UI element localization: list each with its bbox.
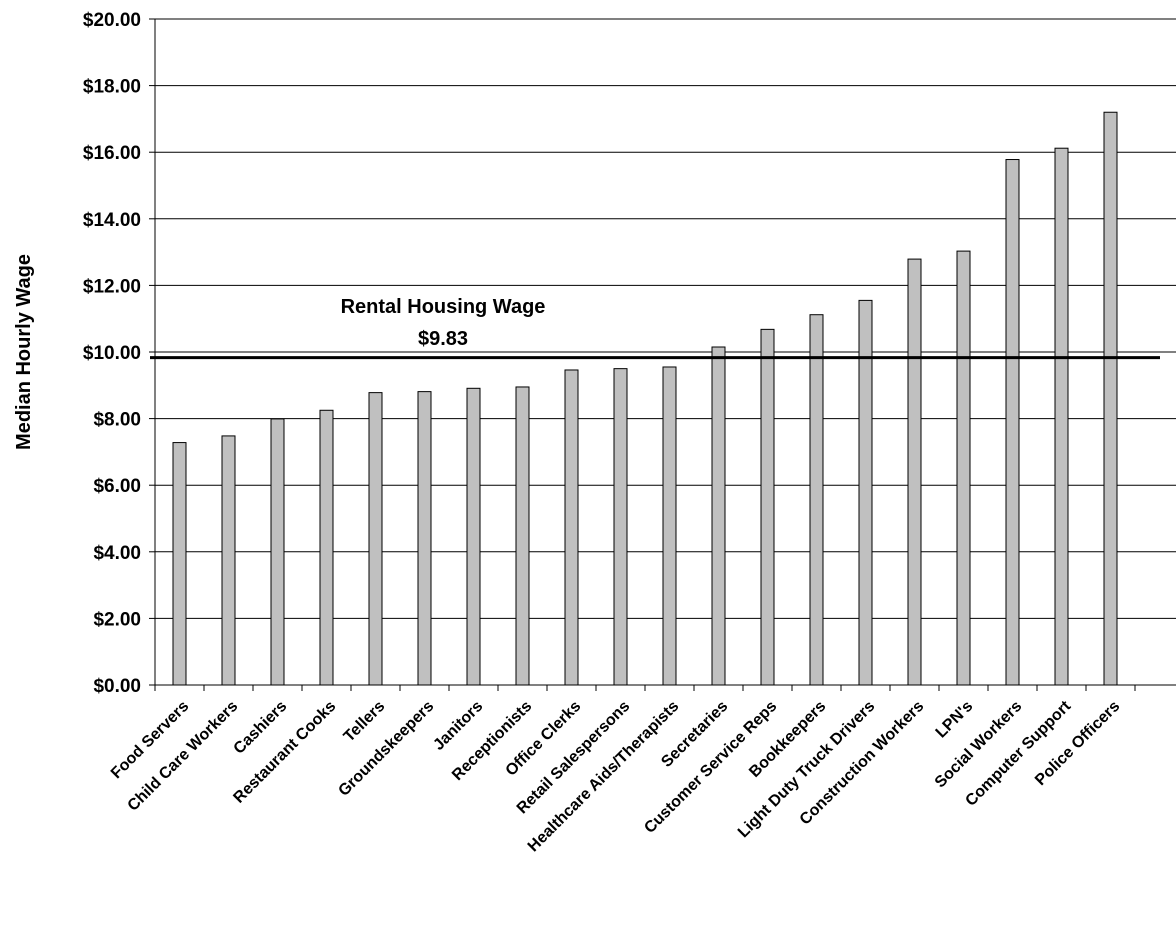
- bar: [858, 299, 873, 686]
- bar: [466, 387, 481, 686]
- x-tick-label: Police Officers: [1032, 698, 1123, 789]
- bar: [1103, 111, 1118, 686]
- bar: [760, 328, 775, 686]
- bar: [1005, 159, 1020, 686]
- y-tick-label: $14.00: [83, 210, 141, 231]
- y-tick-label: $4.00: [93, 543, 141, 564]
- bar: [221, 435, 236, 686]
- bar: [809, 314, 824, 686]
- bar: [662, 366, 677, 686]
- y-tick-label: $12.00: [83, 276, 141, 297]
- bar: [172, 442, 187, 686]
- bar: [319, 409, 334, 686]
- reference-value-label: $9.83: [418, 328, 468, 350]
- bar: [1054, 147, 1069, 686]
- x-tick-label: Groundskeepers: [335, 698, 437, 800]
- y-tick-label: $8.00: [93, 410, 141, 431]
- bar: [270, 418, 285, 686]
- bar: [711, 346, 726, 686]
- y-tick-label: $10.00: [83, 343, 141, 364]
- reference-label: Rental Housing Wage: [341, 296, 546, 318]
- bar: [907, 258, 922, 686]
- y-tick-label: $6.00: [93, 476, 141, 497]
- x-tick-label: Tellers: [341, 698, 389, 746]
- y-tick-label: $2.00: [93, 609, 141, 630]
- y-tick-label: $20.00: [83, 10, 141, 31]
- x-tick-label: LPN's: [933, 698, 977, 742]
- y-tick-label: $16.00: [83, 143, 141, 164]
- bar: [564, 369, 579, 686]
- y-axis-title: Median Hourly Wage: [13, 254, 35, 450]
- bar: [515, 386, 530, 686]
- bar: [613, 368, 628, 686]
- x-tick-label: Social Workers: [932, 698, 1026, 792]
- bar: [956, 250, 971, 686]
- bar: [417, 391, 432, 686]
- bar: [368, 392, 383, 686]
- y-tick-label: $18.00: [83, 77, 141, 98]
- y-tick-label: $0.00: [93, 676, 141, 697]
